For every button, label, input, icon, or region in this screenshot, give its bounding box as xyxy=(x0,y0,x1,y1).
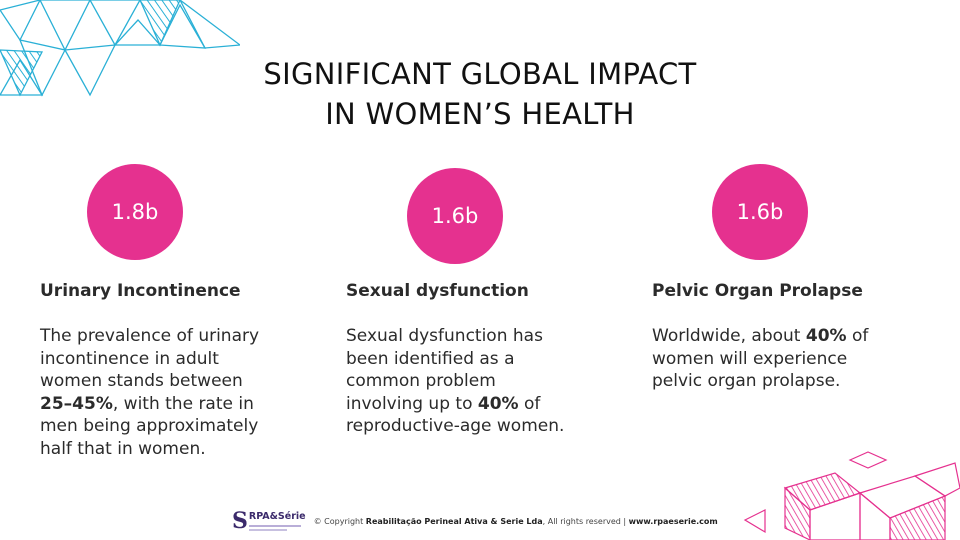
stat-value: 1.6b xyxy=(431,204,479,228)
stat-circle-prolapse: 1.6b xyxy=(712,164,808,260)
copyright-text: , All rights reserved | xyxy=(542,516,629,526)
card-body-text: Worldwide, about xyxy=(652,326,806,346)
card-body-text: of women will experience pelvic organ pr… xyxy=(652,326,869,391)
logo-name: RPA&Série xyxy=(248,510,306,522)
copyright-company: Reabilitação Perineal Ativa & Serie Lda xyxy=(365,516,543,526)
stat-circle-urinary: 1.8b xyxy=(87,164,183,260)
company-logo: S RPA&Série xyxy=(232,510,306,532)
card-heading-sexual: Sexual dysfunction xyxy=(346,281,529,301)
logo-text: RPA&Série xyxy=(248,510,306,531)
card-body-text: , with the rate in men being approximate… xyxy=(40,393,259,459)
stat-value: 1.8b xyxy=(111,200,159,224)
title-line-1: SIGNIFICANT GLOBAL IMPACT xyxy=(263,57,697,91)
card-heading-urinary: Urinary Incontinence xyxy=(40,281,241,301)
logo-mark: S xyxy=(232,508,248,534)
card-body-highlight: 40% xyxy=(805,326,847,346)
footer: S RPA&Série © Copyright Reabilitação Per… xyxy=(232,508,718,534)
page-title: SIGNIFICANT GLOBAL IMPACT IN WOMEN’S HEA… xyxy=(0,54,960,134)
copyright-text: © Copyright xyxy=(313,516,366,526)
stat-value: 1.6b xyxy=(736,200,784,224)
stat-circle-sexual: 1.6b xyxy=(407,168,503,264)
card-body-text: The prevalence of urinary incontinence i… xyxy=(40,326,260,391)
card-body-text: Sexual dysfunction has been identified a… xyxy=(346,326,543,414)
card-heading-prolapse: Pelvic Organ Prolapse xyxy=(652,281,863,301)
card-body-highlight: 40% xyxy=(477,393,519,414)
website-link[interactable]: www.rpaeserie.com xyxy=(628,516,718,526)
logo-tagline-bar xyxy=(248,524,301,527)
card-body-highlight: 25–45% xyxy=(40,393,113,414)
card-body-sexual: Sexual dysfunction has been identified a… xyxy=(346,325,576,438)
blue-triangle-pattern-icon xyxy=(0,0,240,97)
card-body-prolapse: Worldwide, about 40% of women will exper… xyxy=(652,325,878,393)
copyright-notice: © Copyright Reabilitação Perineal Ativa … xyxy=(314,517,718,526)
title-line-2: IN WOMEN’S HEALTH xyxy=(325,97,635,131)
card-body-urinary: The prevalence of urinary incontinence i… xyxy=(40,325,272,460)
pink-cube-pattern-icon xyxy=(743,451,960,540)
card-body-text: of reproductive-age women. xyxy=(346,393,565,437)
logo-tagline-bar xyxy=(248,528,287,531)
